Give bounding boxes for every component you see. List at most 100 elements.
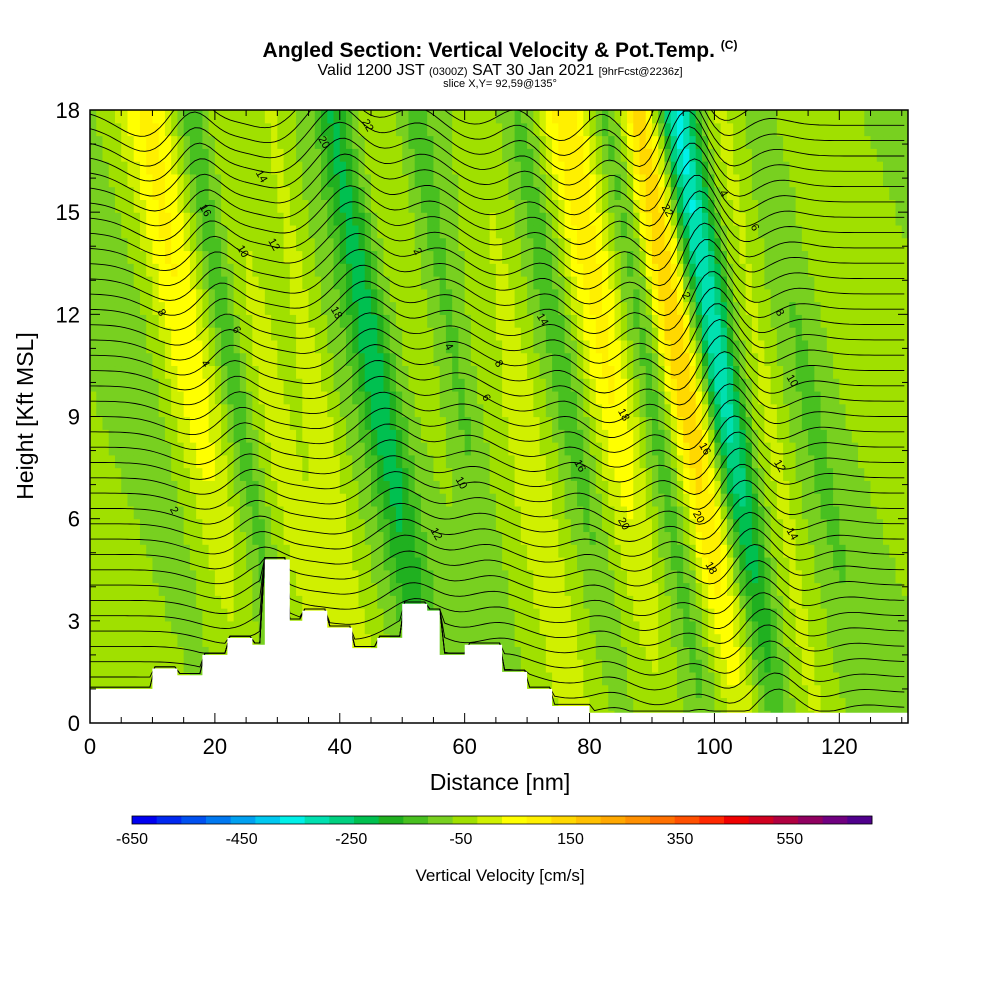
velocity-cell — [233, 480, 241, 494]
velocity-cell — [239, 608, 247, 622]
velocity-cell — [583, 671, 591, 686]
velocity-cell — [620, 288, 628, 303]
velocity-cell — [395, 493, 403, 507]
velocity-cell — [164, 390, 172, 405]
velocity-cell — [296, 327, 303, 341]
velocity-cell — [164, 416, 172, 430]
velocity-cell — [502, 263, 509, 277]
velocity-cell — [439, 365, 447, 379]
velocity-cell — [258, 390, 266, 405]
velocity-cell — [114, 505, 122, 520]
velocity-cell — [352, 531, 360, 545]
velocity-cell — [233, 390, 241, 405]
velocity-cell — [564, 250, 572, 264]
velocity-cell — [733, 390, 740, 405]
velocity-cell — [289, 263, 297, 277]
velocity-cell — [901, 327, 908, 341]
velocity-cell — [102, 659, 110, 673]
velocity-cell — [608, 263, 616, 277]
velocity-cell — [676, 697, 684, 711]
velocity-cell — [814, 301, 822, 315]
velocity-cell — [876, 544, 884, 558]
velocity-cell — [152, 288, 160, 303]
velocity-cell — [570, 608, 578, 622]
velocity-cell — [595, 671, 603, 686]
velocity-cell — [214, 480, 222, 494]
velocity-cell — [208, 556, 216, 571]
velocity-cell — [845, 276, 853, 290]
velocity-cell — [695, 390, 703, 405]
velocity-cell — [114, 544, 122, 558]
velocity-cell — [901, 480, 908, 494]
velocity-cell — [346, 237, 353, 252]
velocity-cell — [477, 390, 484, 405]
velocity-cell — [895, 467, 903, 481]
velocity-cell — [121, 237, 129, 252]
velocity-cell — [296, 288, 303, 303]
velocity-cell — [889, 505, 897, 520]
velocity-cell — [133, 595, 141, 609]
velocity-cell — [826, 327, 834, 341]
velocity-cell — [833, 531, 840, 545]
velocity-cell — [302, 544, 310, 558]
velocity-cell — [164, 659, 172, 673]
velocity-cell — [764, 659, 772, 673]
velocity-cell — [883, 263, 890, 277]
velocity-cell — [533, 276, 541, 290]
velocity-cell — [595, 442, 603, 456]
velocity-cell — [133, 314, 141, 328]
velocity-cell — [483, 403, 491, 418]
velocity-cell — [733, 250, 740, 264]
velocity-cell — [327, 531, 335, 545]
velocity-cell — [183, 237, 191, 252]
velocity-cell — [514, 518, 522, 533]
velocity-cell — [358, 301, 366, 315]
velocity-cell — [583, 582, 591, 596]
velocity-cell — [302, 301, 310, 315]
velocity-cell — [533, 339, 541, 354]
velocity-cell — [171, 531, 179, 545]
velocity-cell — [808, 671, 815, 686]
velocity-cell — [358, 416, 366, 430]
velocity-cell — [458, 493, 466, 507]
velocity-cell — [658, 582, 666, 596]
velocity-cell — [883, 659, 890, 673]
velocity-cell — [564, 301, 572, 315]
velocity-cell — [783, 365, 790, 379]
velocity-cell — [233, 505, 241, 520]
velocity-cell — [189, 403, 197, 418]
velocity-cell — [801, 608, 809, 622]
velocity-cell — [121, 620, 129, 635]
velocity-cell — [889, 314, 897, 328]
velocity-cell — [327, 237, 335, 252]
velocity-cell — [633, 531, 641, 545]
velocity-cell — [514, 493, 522, 507]
velocity-cell — [627, 352, 634, 367]
velocity-cell — [845, 403, 853, 418]
velocity-cell — [901, 620, 908, 635]
velocity-cell — [720, 480, 728, 494]
velocity-cell — [876, 442, 884, 456]
velocity-cell — [689, 620, 697, 635]
velocity-cell — [845, 608, 853, 622]
velocity-cell — [620, 314, 628, 328]
velocity-cell — [570, 569, 578, 584]
velocity-cell — [739, 633, 747, 647]
velocity-cell — [527, 314, 534, 328]
velocity-cell — [296, 480, 303, 494]
velocity-cell — [570, 429, 578, 443]
velocity-cell — [214, 608, 222, 622]
velocity-cell — [383, 416, 391, 430]
velocity-cell — [595, 378, 603, 392]
velocity-cell — [820, 480, 828, 494]
velocity-cell — [708, 659, 716, 673]
velocity-cell — [658, 646, 666, 660]
velocity-cell — [801, 697, 809, 711]
velocity-cell — [308, 237, 316, 252]
velocity-cell — [208, 505, 216, 520]
velocity-cell — [296, 263, 303, 277]
velocity-cell — [364, 556, 372, 571]
velocity-cell — [895, 582, 903, 596]
velocity-cell — [495, 378, 503, 392]
velocity-cell — [751, 544, 759, 558]
